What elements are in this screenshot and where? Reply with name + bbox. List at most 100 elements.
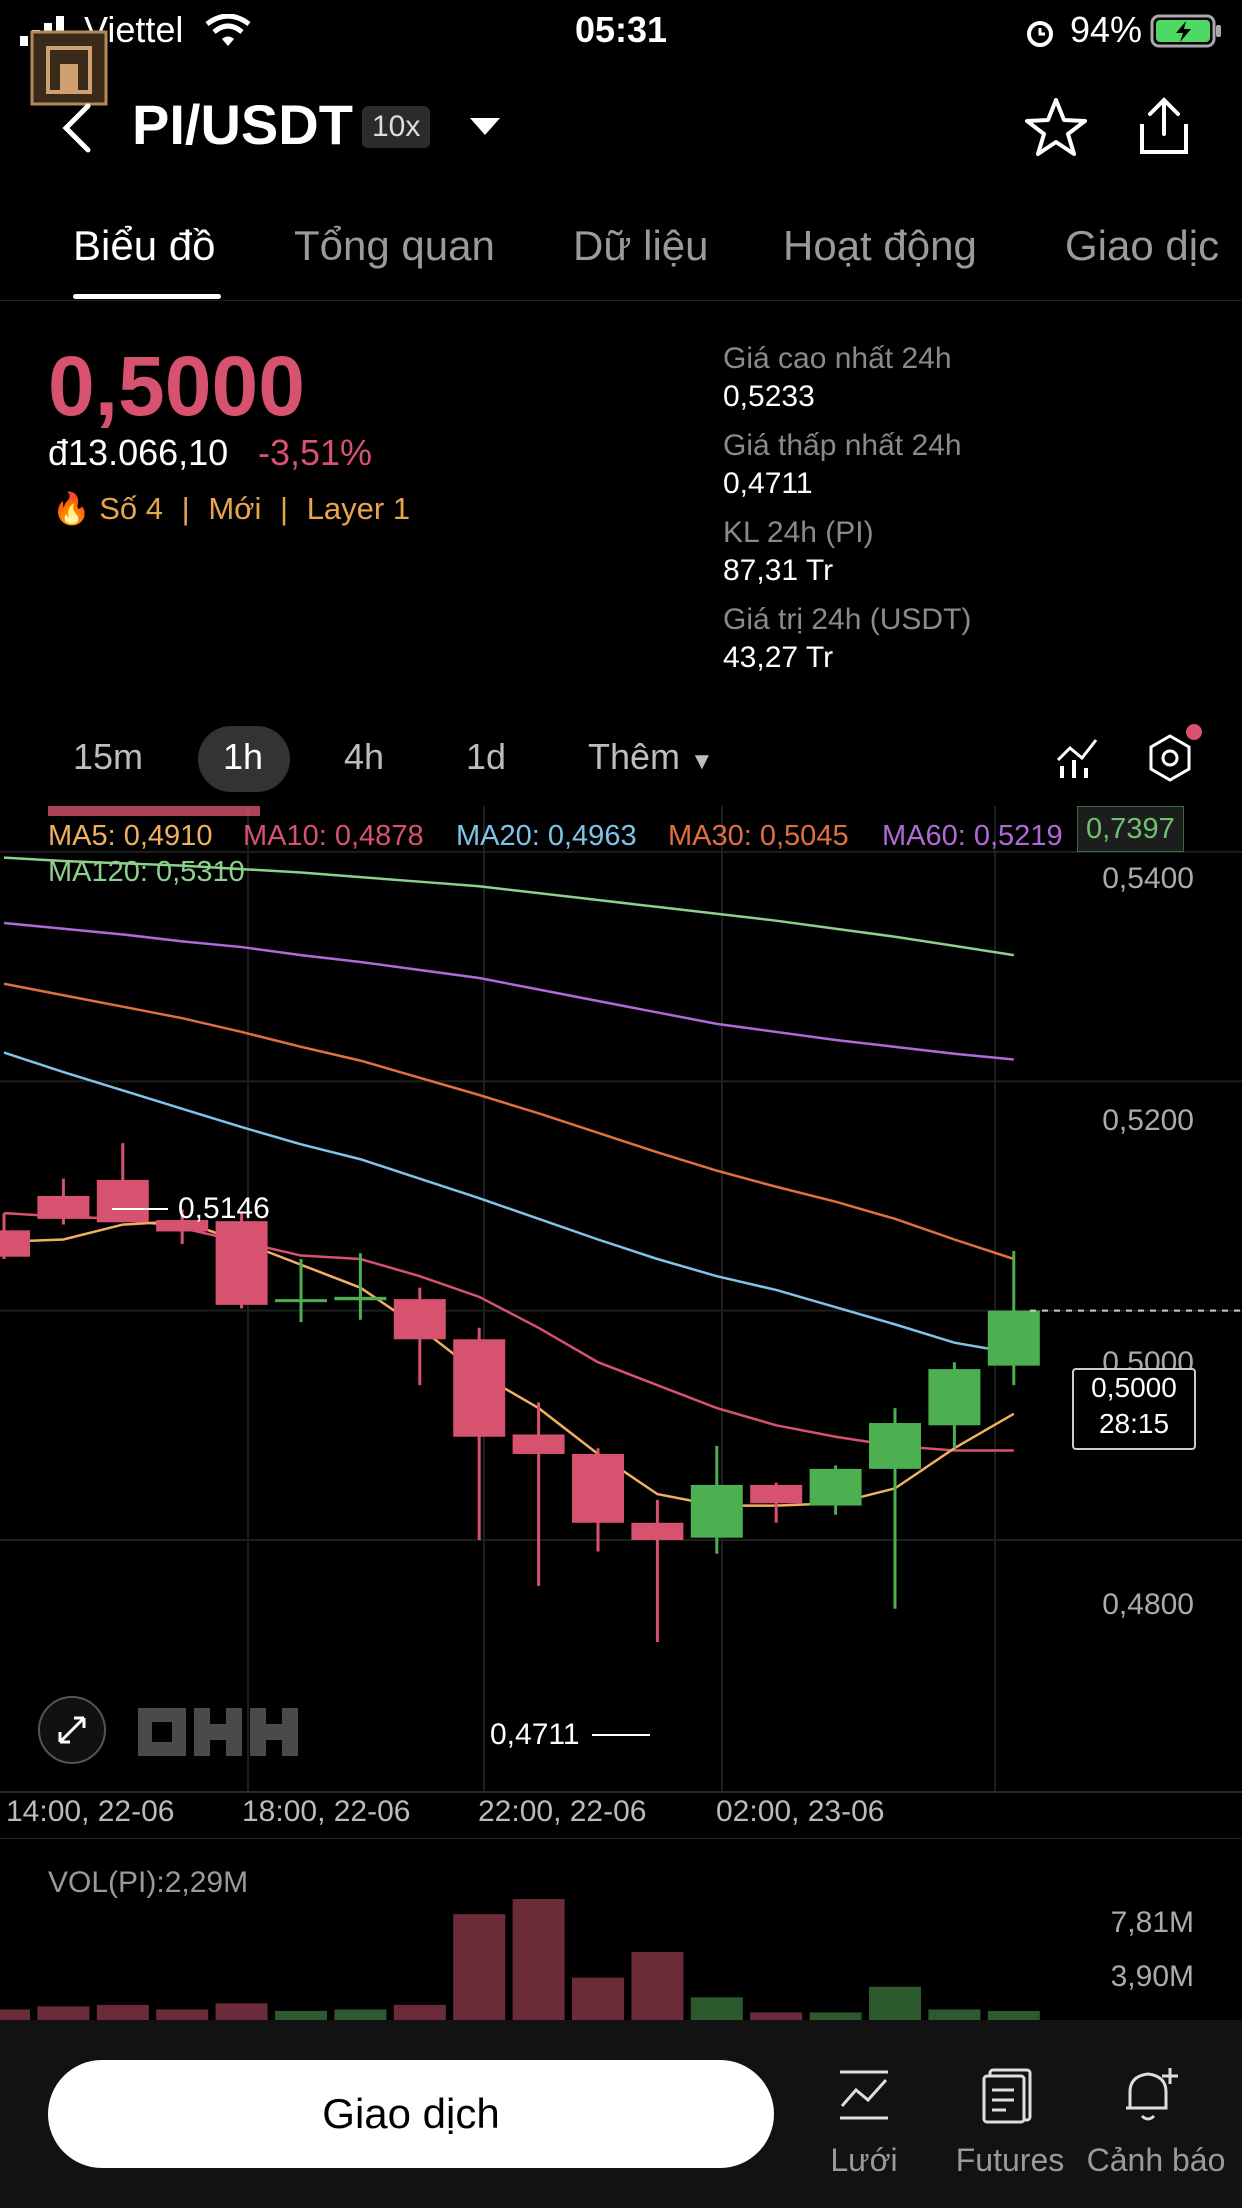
volume-bar bbox=[37, 2006, 90, 2020]
candle-body bbox=[572, 1453, 624, 1523]
ma10-value: MA10: 0,4878 bbox=[243, 820, 424, 852]
candle-body bbox=[928, 1369, 981, 1426]
live-price: 0,5000 bbox=[1091, 1372, 1177, 1403]
ma120-value: MA120: 0,5310 bbox=[48, 856, 245, 888]
settings-notification-dot bbox=[1186, 724, 1202, 740]
tab-trade[interactable]: Giao dịc bbox=[1065, 222, 1220, 269]
volume-bar bbox=[987, 2010, 1040, 2020]
interval-1h[interactable]: 1h bbox=[223, 736, 264, 777]
stat-low-label: Giá thấp nhất 24h bbox=[723, 429, 962, 462]
volume-bar bbox=[96, 2004, 149, 2020]
y-axis-label: 0,5400 bbox=[1102, 862, 1194, 895]
candle-body bbox=[393, 1299, 446, 1340]
candle-body bbox=[156, 1220, 209, 1232]
x-axis-label: 18:00, 22-06 bbox=[242, 1795, 411, 1828]
candle-body bbox=[37, 1195, 90, 1219]
back-arrow-icon[interactable] bbox=[58, 102, 94, 154]
volume-axis-label: 3,90M bbox=[1110, 1960, 1194, 1993]
stat-vol-value: 87,31 Tr bbox=[723, 554, 834, 587]
candle-body bbox=[334, 1296, 387, 1301]
nav-alert-label[interactable]: Cảnh báo bbox=[1086, 2142, 1226, 2178]
volume-title: VOL(PI):2,29M bbox=[48, 1866, 249, 1899]
volume-bar bbox=[393, 2004, 446, 2020]
x-axis-label: 14:00, 22-06 bbox=[6, 1795, 175, 1828]
pair-dropdown-icon[interactable] bbox=[468, 116, 502, 138]
volume-bar bbox=[512, 1899, 565, 2020]
ma120-line bbox=[3, 856, 1014, 957]
trade-button[interactable]: Giao dịch bbox=[48, 2060, 774, 2168]
tab-chart[interactable]: Biểu đồ bbox=[73, 222, 216, 269]
tag-rank[interactable]: Số 4 bbox=[99, 491, 164, 526]
status-bar: Viettel 05:31 94% bbox=[0, 0, 1242, 60]
volume-divider bbox=[0, 1838, 1242, 1839]
candle-body bbox=[453, 1339, 506, 1437]
volume-axis-label: 7,81M bbox=[1110, 1906, 1194, 1939]
volume-bar bbox=[869, 1986, 921, 2020]
wifi-icon bbox=[205, 14, 251, 46]
interval-4h[interactable]: 4h bbox=[344, 736, 385, 777]
low-marker-line bbox=[592, 1734, 650, 1736]
candle-body bbox=[96, 1179, 149, 1223]
leverage-badge: 10x bbox=[362, 106, 431, 148]
nav-grid-label[interactable]: Lưới bbox=[830, 2142, 898, 2178]
futures-icon[interactable] bbox=[980, 2066, 1036, 2124]
trading-pair-title[interactable]: PI/USDT bbox=[132, 93, 353, 156]
candle-body bbox=[512, 1434, 565, 1454]
fire-icon: 🔥 bbox=[52, 491, 91, 526]
volume-bar bbox=[275, 2010, 327, 2020]
more-dropdown-icon: ▼ bbox=[690, 748, 714, 775]
tab-activity[interactable]: Hoạt động bbox=[783, 222, 977, 269]
fullscreen-icon[interactable] bbox=[36, 1694, 108, 1766]
interval-1d[interactable]: 1d bbox=[466, 736, 507, 777]
volume-chart bbox=[0, 1899, 1040, 2020]
ma5-value: MA5: 0,4910 bbox=[48, 820, 213, 852]
stat-turnover-value: 43,27 Tr bbox=[723, 641, 834, 674]
tag-layer[interactable]: Layer 1 bbox=[306, 491, 411, 526]
ma60-value: MA60: 0,5219 bbox=[882, 820, 1063, 852]
grid-bot-icon[interactable] bbox=[836, 2068, 892, 2122]
share-icon[interactable] bbox=[1134, 94, 1194, 158]
stat-high-label: Giá cao nhất 24h bbox=[723, 342, 952, 375]
candle-body bbox=[690, 1484, 743, 1538]
section-tabs: Biểu đồ Tổng quan Dữ liệu Hoạt động Giao… bbox=[0, 200, 1242, 301]
volume-bar bbox=[928, 2009, 981, 2020]
indicators-icon[interactable] bbox=[1054, 734, 1100, 780]
candle-body bbox=[750, 1484, 803, 1504]
active-tab-indicator bbox=[73, 294, 221, 299]
tag-new[interactable]: Mới bbox=[208, 491, 262, 526]
profile-badge-icon[interactable] bbox=[30, 30, 108, 106]
stat-turnover-label: Giá trị 24h (USDT) bbox=[723, 603, 972, 636]
volume-bar bbox=[690, 1997, 743, 2020]
ma20-line bbox=[3, 1051, 1015, 1355]
x-axis-label: 22:00, 22-06 bbox=[478, 1795, 647, 1828]
price-alert-icon[interactable] bbox=[1120, 2064, 1184, 2124]
nav-futures-label[interactable]: Futures bbox=[955, 2142, 1065, 2178]
stat-high-value: 0,5233 bbox=[723, 380, 815, 413]
candle-body bbox=[275, 1299, 327, 1303]
volume-bar bbox=[750, 2012, 803, 2020]
interval-more[interactable]: Thêm ▼ bbox=[588, 736, 714, 778]
candle-body bbox=[987, 1310, 1040, 1366]
low-marker-label: 0,4711 bbox=[490, 1718, 580, 1751]
candle-body bbox=[215, 1221, 268, 1305]
candle-body bbox=[809, 1468, 862, 1506]
favorite-star-icon[interactable] bbox=[1024, 96, 1088, 158]
last-price: 0,5000 bbox=[48, 339, 305, 433]
ma30-value: MA30: 0,5045 bbox=[668, 820, 849, 852]
tab-data[interactable]: Dữ liệu bbox=[573, 222, 709, 269]
battery-icon bbox=[1150, 14, 1221, 48]
high-marker-line bbox=[112, 1208, 168, 1210]
interval-active-pill bbox=[198, 726, 290, 792]
fiat-price: đ13.066,10 bbox=[48, 432, 229, 473]
chart-settings-icon[interactable] bbox=[1144, 732, 1196, 784]
ma10-line bbox=[3, 1211, 1014, 1452]
interval-15m[interactable]: 15m bbox=[73, 736, 144, 777]
price-chart[interactable] bbox=[0, 806, 1242, 1806]
candle-body bbox=[631, 1522, 684, 1540]
stat-vol-label: KL 24h (PI) bbox=[723, 516, 874, 549]
battery-percent: 94% bbox=[1069, 9, 1142, 50]
okx-logo-icon bbox=[138, 1708, 298, 1756]
clock: 05:31 bbox=[574, 9, 668, 50]
x-axis-label: 02:00, 23-06 bbox=[716, 1795, 885, 1828]
tab-overview[interactable]: Tổng quan bbox=[294, 222, 495, 269]
